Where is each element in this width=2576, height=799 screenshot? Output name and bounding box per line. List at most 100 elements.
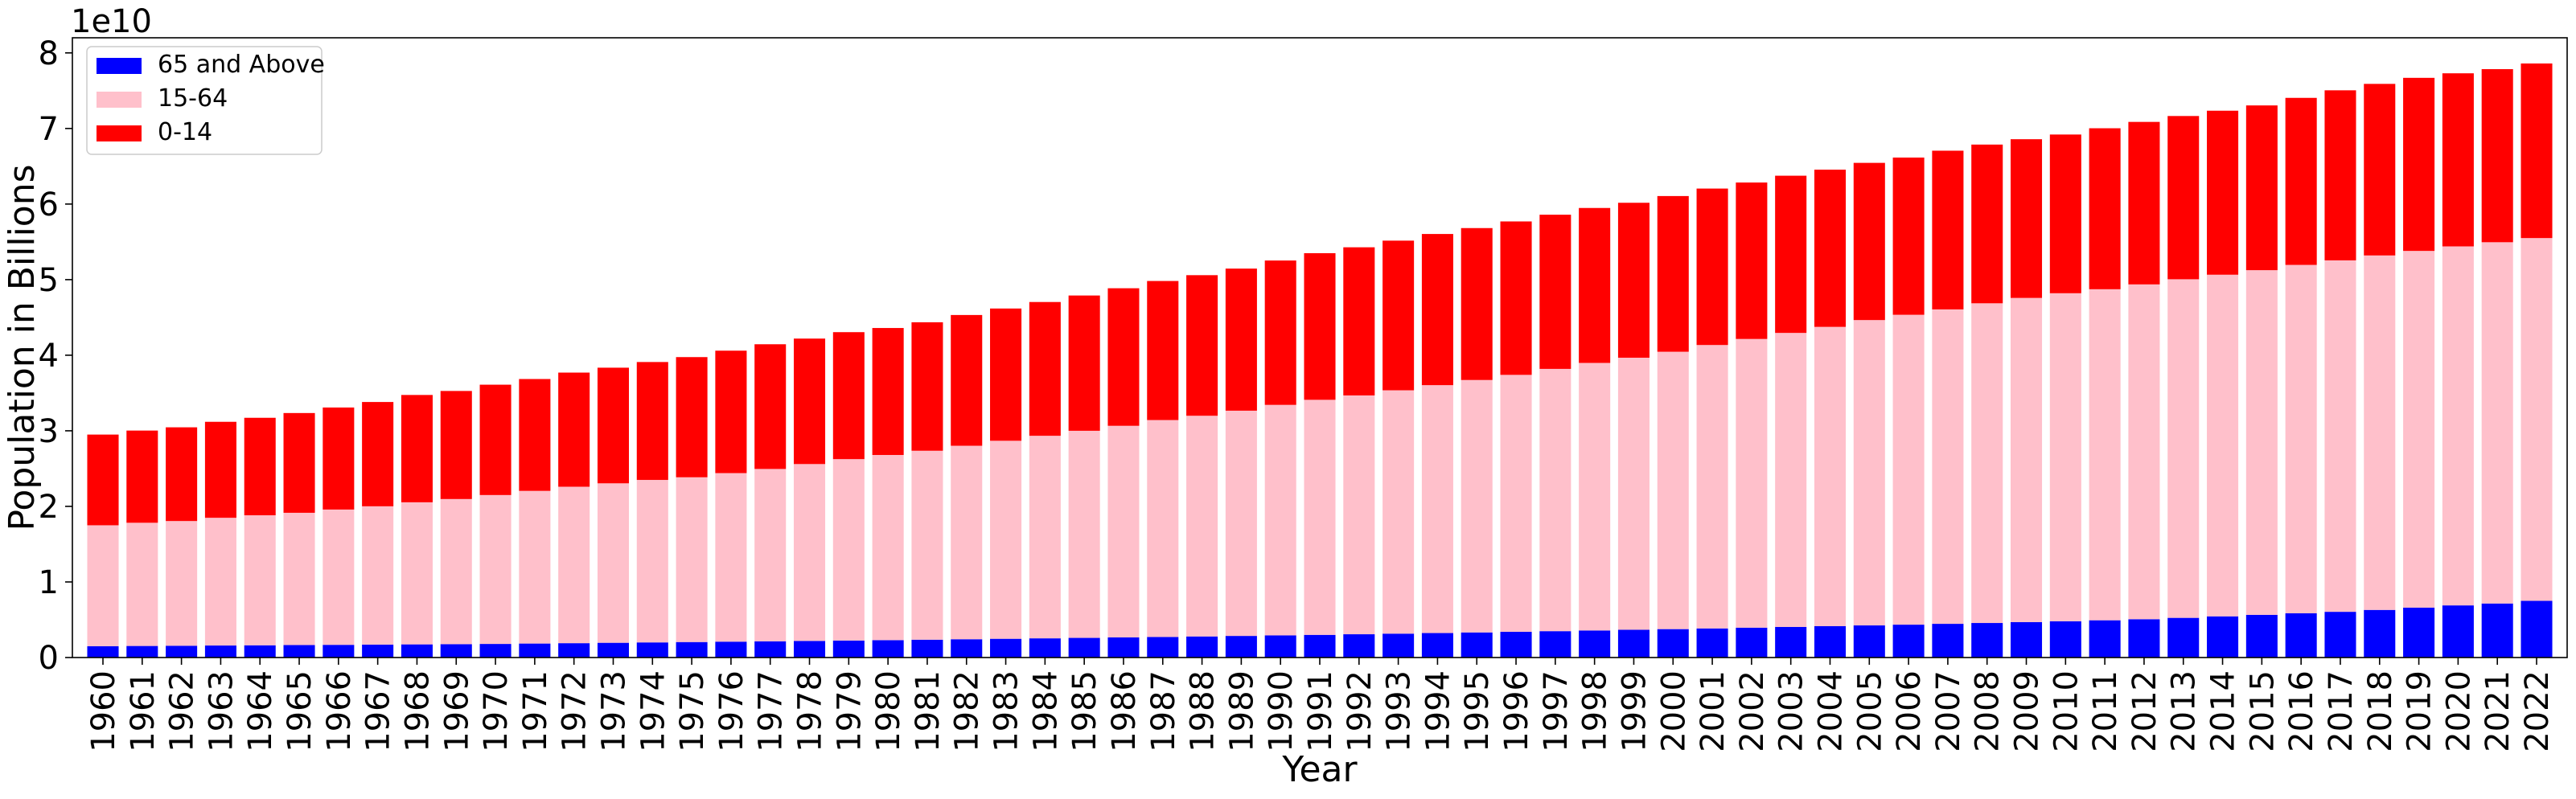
x-tick-label: 1982 [949,670,986,752]
bar-1984-series-1 [1029,436,1061,639]
bar-1970-series-2 [479,384,512,495]
bar-2003-series-2 [1775,175,1807,334]
bar-1977-series-0 [754,641,787,658]
y-tick-label: 4 [39,338,59,375]
bar-2011-series-0 [2089,620,2121,658]
bar-1985-series-2 [1068,295,1100,431]
bar-1961-series-0 [126,645,158,658]
x-tick-label: 1972 [557,670,594,752]
bar-1973-series-1 [597,483,630,643]
bar-1967-series-2 [362,402,394,506]
bar-1993-series-1 [1382,390,1415,634]
bar-1990-series-0 [1264,635,1296,658]
x-tick-label: 2004 [1812,670,1849,752]
bar-1982-series-1 [951,445,983,640]
bar-2003-series-0 [1775,626,1807,658]
bar-1988-series-0 [1186,636,1218,658]
bar-1988-series-2 [1186,275,1218,416]
bar-2009-series-1 [2010,297,2043,622]
bar-1972-series-1 [558,486,590,644]
x-tick-label: 2019 [2401,670,2438,752]
bar-1989-series-0 [1225,636,1257,658]
y-axis-label: Population in Billions [2,164,43,531]
bar-1979-series-1 [832,459,865,641]
bar-2010-series-0 [2049,621,2081,658]
bar-2014-series-1 [2207,274,2239,617]
bar-2000-series-1 [1657,351,1689,629]
y-tick-label: 1 [39,564,59,601]
bar-1982-series-0 [951,639,983,658]
bar-2018-series-2 [2364,84,2396,256]
legend-swatch-1 [97,92,142,108]
bar-2013-series-1 [2167,279,2200,618]
bar-1970-series-0 [479,644,512,658]
x-tick-label: 2007 [1930,670,1967,752]
bar-1964-series-0 [244,645,276,658]
bar-1997-series-1 [1539,368,1571,632]
bar-2012-series-0 [2128,619,2160,658]
bar-1988-series-1 [1186,416,1218,637]
y-tick-label: 2 [39,489,59,526]
x-tick-label: 1995 [1459,670,1496,752]
bar-1980-series-0 [872,640,904,658]
x-tick-label: 1977 [753,670,790,752]
x-tick-label: 1980 [870,670,907,752]
x-tick-label: 1987 [1145,670,1182,752]
bar-1966-series-0 [323,645,355,658]
bar-2022-series-0 [2521,600,2553,658]
bar-1979-series-0 [832,640,865,658]
x-tick-label: 1998 [1577,670,1614,752]
bar-1991-series-1 [1304,400,1336,635]
bar-1991-series-0 [1304,634,1336,658]
bar-2015-series-1 [2245,270,2278,615]
bar-2017-series-1 [2324,260,2356,613]
bar-2007-series-1 [1932,309,1964,625]
bar-1967-series-1 [362,506,394,645]
bar-2005-series-0 [1853,625,1885,658]
bar-2022-series-1 [2521,238,2553,601]
bar-1968-series-1 [401,502,433,645]
bar-2002-series-1 [1736,338,1768,628]
x-tick-label: 1962 [164,670,201,752]
bar-1962-series-0 [166,645,198,658]
bar-1965-series-0 [283,645,315,658]
x-tick-label: 2020 [2440,670,2477,752]
bar-2018-series-1 [2364,255,2396,610]
bar-2008-series-0 [1971,623,2003,658]
bar-2000-series-0 [1657,629,1689,658]
bar-1961-series-2 [126,430,158,523]
x-tick-label: 1981 [910,670,947,752]
bar-2011-series-1 [2089,289,2121,621]
bar-1964-series-2 [244,417,276,516]
bar-1993-series-0 [1382,633,1415,658]
bar-2005-series-1 [1853,320,1885,626]
legend-box [86,46,323,155]
y-tick-label: 0 [39,640,59,677]
bar-2015-series-0 [2245,614,2278,658]
bar-2000-series-2 [1657,195,1689,352]
bar-1974-series-1 [636,480,668,643]
x-tick-label: 2011 [2087,670,2124,752]
bar-1994-series-2 [1421,234,1453,386]
x-tick-label: 2008 [1970,670,2007,752]
x-axis-label: Year [1281,749,1358,790]
bar-2012-series-1 [2128,284,2160,620]
bar-1975-series-2 [676,357,708,477]
x-tick-label: 2002 [1734,670,1771,752]
bar-1969-series-0 [440,644,472,658]
x-tick-label: 1993 [1381,670,1418,752]
bar-1991-series-2 [1304,252,1336,400]
x-tick-label: 2000 [1655,670,1692,752]
bar-1976-series-1 [715,473,747,642]
bar-1973-series-2 [597,367,630,484]
legend-swatch-0 [97,58,142,74]
x-tick-label: 1966 [321,670,358,752]
bar-2010-series-1 [2049,293,2081,621]
x-tick-label: 2006 [1891,670,1928,752]
bar-1977-series-2 [754,344,787,469]
bar-2008-series-2 [1971,144,2003,304]
bar-2022-series-2 [2521,63,2553,239]
bar-1984-series-0 [1029,638,1061,658]
bar-1993-series-2 [1382,240,1415,391]
bar-2002-series-2 [1736,182,1768,339]
